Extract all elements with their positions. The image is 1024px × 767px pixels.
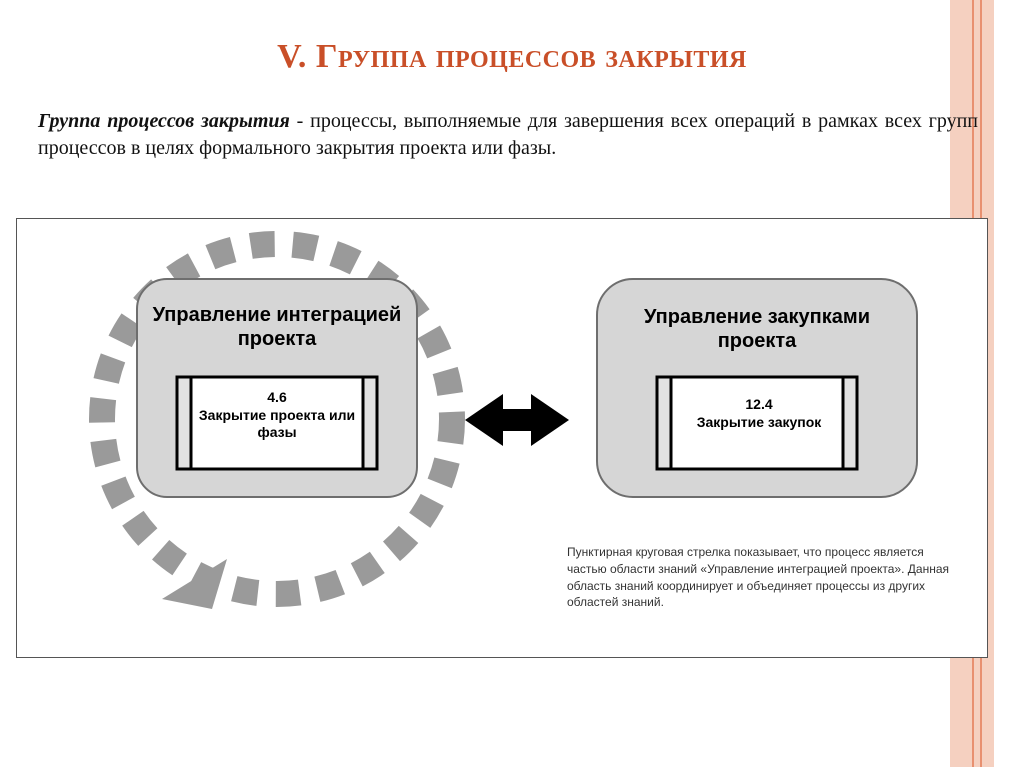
double-arrow-icon bbox=[465, 394, 569, 446]
left-process-name: Закрытие проекта или фазы bbox=[191, 407, 363, 442]
left-process-label: 4.6 Закрытие проекта или фазы bbox=[191, 389, 363, 442]
diagram-caption: Пунктирная круговая стрелка показывает, … bbox=[567, 544, 962, 611]
left-box-title: Управление интеграцией проекта bbox=[147, 303, 407, 351]
diagram-frame: Управление интеграцией проекта Управлени… bbox=[16, 218, 988, 658]
definition-text: Группа процессов закрытия - процессы, вы… bbox=[38, 108, 978, 162]
definition-term: Группа процессов закрытия bbox=[38, 110, 290, 132]
left-process-number: 4.6 bbox=[191, 389, 363, 407]
right-process-name: Закрытие закупок bbox=[673, 413, 845, 431]
right-process-label: 12.4 Закрытие закупок bbox=[673, 395, 845, 431]
page-title: V. Группа процессов закрытия bbox=[0, 38, 1024, 76]
right-process-number: 12.4 bbox=[673, 395, 845, 413]
right-box-title: Управление закупками проекта bbox=[627, 305, 887, 353]
